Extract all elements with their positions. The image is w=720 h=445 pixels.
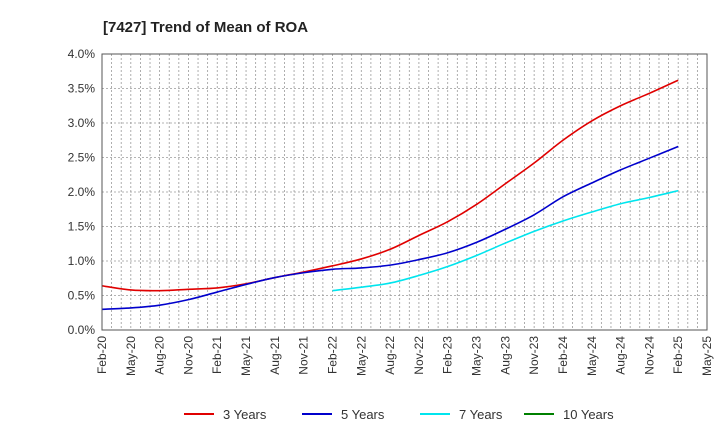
legend: 3 Years 5 Years 7 Years 10 Years <box>184 407 614 422</box>
x-tick-label: May-25 <box>700 336 714 376</box>
x-tick-label: Aug-23 <box>498 336 512 375</box>
x-tick-label: May-24 <box>585 336 599 376</box>
x-tick-label: Feb-20 <box>95 336 109 374</box>
y-tick-label: 2.5% <box>68 151 96 165</box>
y-tick-label: 1.0% <box>68 254 96 268</box>
x-tick-label: Feb-24 <box>556 336 570 374</box>
series-layer <box>101 79 679 311</box>
x-tick-label: Aug-24 <box>614 336 628 375</box>
x-tick-label: Feb-25 <box>671 336 685 374</box>
x-axis-ticks: Feb-20 May-20 Aug-20 Nov-20 Feb-21 May-21 Aug-… <box>95 336 714 376</box>
legend-label-2: 5 Years <box>341 407 385 422</box>
x-tick-label: May-23 <box>470 336 484 376</box>
x-tick-label: Nov-22 <box>412 336 426 375</box>
y-tick-label: 0.5% <box>68 289 96 303</box>
x-tick-label: Feb-22 <box>325 336 339 374</box>
y-tick-label: 2.0% <box>68 185 96 199</box>
chart-title: [7427] Trend of Mean of ROA <box>103 19 308 36</box>
x-tick-label: Feb-23 <box>441 336 455 374</box>
series-line-3 <box>332 189 679 292</box>
x-tick-label: Nov-20 <box>181 336 195 375</box>
x-tick-label: Aug-21 <box>268 336 282 375</box>
x-tick-label: Feb-21 <box>210 336 224 374</box>
legend-label-4: 10 Years <box>563 407 614 422</box>
plot-area-frame <box>101 53 708 331</box>
x-tick-label: Nov-21 <box>297 336 311 375</box>
series-line-1 <box>101 79 679 292</box>
legend-label-1: 3 Years <box>223 407 267 422</box>
x-tick-label: Nov-24 <box>642 336 656 375</box>
legend-label-3: 7 Years <box>459 407 503 422</box>
x-tick-label: Aug-22 <box>383 336 397 375</box>
y-tick-label: 0.0% <box>68 323 96 337</box>
x-tick-label: May-22 <box>354 336 368 376</box>
grid-layer <box>102 54 707 330</box>
x-tick-label: May-20 <box>124 336 138 376</box>
y-axis-ticks: 0.0% 0.5% 1.0% 1.5% 2.0% 2.5% 3.0% 3.5% 4.0% <box>68 47 96 337</box>
y-tick-label: 1.5% <box>68 220 96 234</box>
y-tick-label: 3.5% <box>68 82 96 96</box>
series-line-2 <box>101 145 679 311</box>
y-tick-label: 4.0% <box>68 47 96 61</box>
y-tick-label: 3.0% <box>68 116 96 130</box>
x-tick-label: May-21 <box>239 336 253 376</box>
x-tick-label: Aug-20 <box>153 336 167 375</box>
x-tick-label: Nov-23 <box>527 336 541 375</box>
